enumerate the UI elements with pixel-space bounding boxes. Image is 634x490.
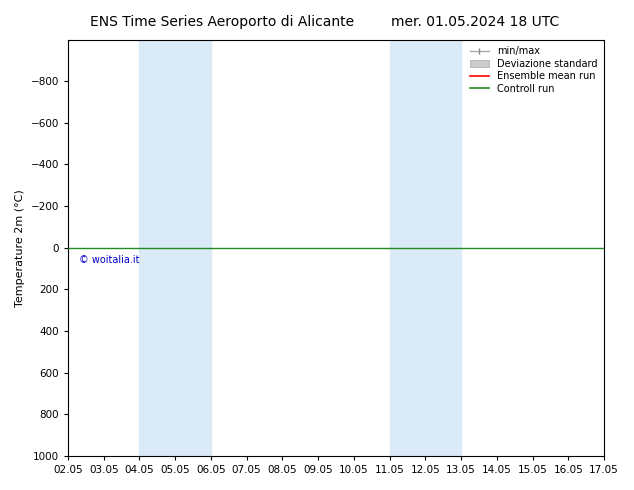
Y-axis label: Temperature 2m (°C): Temperature 2m (°C) xyxy=(15,189,25,307)
Bar xyxy=(390,40,461,456)
Bar xyxy=(139,40,211,456)
Legend: min/max, Deviazione standard, Ensemble mean run, Controll run: min/max, Deviazione standard, Ensemble m… xyxy=(468,45,599,96)
Text: ENS Time Series Aeroporto di Alicante: ENS Time Series Aeroporto di Alicante xyxy=(90,15,354,29)
Text: mer. 01.05.2024 18 UTC: mer. 01.05.2024 18 UTC xyxy=(391,15,560,29)
Text: © woitalia.it: © woitalia.it xyxy=(79,255,139,265)
